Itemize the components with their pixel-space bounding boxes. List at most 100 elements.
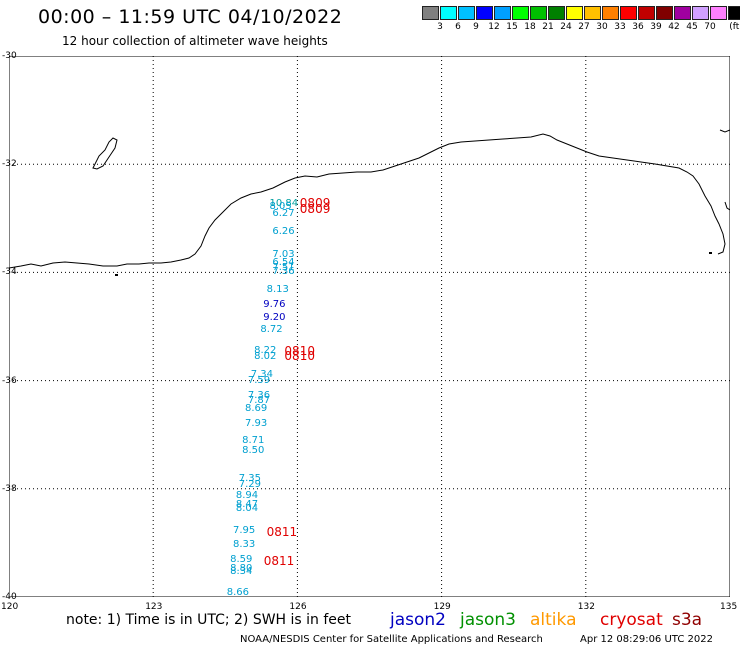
wave-height-value: 8.04 — [235, 503, 259, 515]
color-scale-label: 12 — [488, 22, 500, 32]
latitude-label: -30 — [2, 51, 17, 61]
coastline-east-2 — [724, 201, 730, 211]
color-scale-label: 70 — [704, 22, 716, 32]
generated-timestamp: Apr 12 08:29:06 UTC 2022 — [580, 634, 713, 645]
color-scale-label: 6 — [455, 22, 461, 32]
chart-title: 00:00 – 11:59 UTC 04/10/2022 — [38, 6, 343, 28]
color-swatch — [638, 6, 655, 20]
pass-time-label: 0811 — [263, 554, 295, 569]
longitude-label: 135 — [720, 602, 738, 612]
wave-height-value: 8.66 — [226, 586, 249, 598]
wave-height-value: 8.22 — [254, 344, 277, 356]
longitude-label: 123 — [145, 602, 163, 612]
coast-islet — [115, 274, 118, 276]
wave-height-value: 7.93 — [245, 417, 268, 429]
wave-height-value: 8.80 — [230, 562, 253, 574]
wave-height-value: 8.50 — [242, 444, 265, 456]
grid-lines — [9, 56, 730, 597]
color-scale-bar — [422, 6, 740, 20]
color-scale-label: 45 — [686, 22, 698, 32]
color-scale-unit: (ft) — [729, 22, 740, 32]
map-frame — [9, 56, 730, 597]
latitude-label: -38 — [2, 483, 17, 494]
wave-height-value: 7.03 — [272, 249, 295, 261]
wave-height-value: 8.02 — [254, 350, 277, 362]
coastline-main — [9, 133, 726, 269]
color-swatch — [674, 6, 691, 20]
color-swatch — [422, 6, 439, 20]
color-scale-label: 42 — [668, 22, 680, 32]
legend-s3a: s3a — [672, 610, 703, 630]
color-swatch — [458, 6, 475, 20]
wave-height-value: 7.36 — [247, 389, 271, 401]
wave-height-value: 8.69 — [245, 402, 268, 414]
color-scale-label: 21 — [542, 22, 554, 32]
wave-height-map — [9, 56, 730, 597]
color-swatch — [692, 6, 709, 20]
longitude-label: 120 — [1, 602, 19, 612]
wave-height-value: 8.13 — [266, 283, 289, 295]
legend-cryosat: cryosat — [600, 610, 663, 630]
color-swatch — [566, 6, 583, 20]
longitude-label: 132 — [577, 602, 595, 612]
coastline-island — [92, 137, 118, 170]
color-swatch — [584, 6, 601, 20]
coast-islet — [709, 252, 712, 254]
wave-height-value: 7.36 — [272, 265, 295, 277]
longitude-label: 129 — [433, 602, 451, 612]
color-swatch — [476, 6, 493, 20]
wave-height-value: 8.33 — [232, 538, 256, 550]
color-scale-label: 36 — [632, 22, 644, 32]
latitude-label: -40 — [2, 592, 17, 602]
longitude-label: 126 — [289, 602, 307, 612]
wave-height-value: 7.29 — [238, 479, 262, 490]
legend-jason3: jason3 — [460, 610, 516, 630]
color-swatch — [512, 6, 529, 20]
color-scale-label: 24 — [560, 22, 572, 32]
legend-altika: altika — [530, 610, 577, 630]
color-swatch — [728, 6, 740, 20]
pass-time-label: 0809 — [299, 201, 331, 216]
wave-height-value: 7.35 — [238, 473, 262, 485]
color-swatch — [548, 6, 565, 20]
color-scale-label: 15 — [506, 22, 518, 32]
color-scale-label: 3 — [437, 22, 443, 32]
wave-height-value: 7.34 — [250, 369, 274, 381]
wave-height-value: 9.20 — [263, 312, 286, 324]
wave-height-value: 6.27 — [272, 207, 295, 219]
latitude-label: -32 — [2, 159, 17, 170]
color-swatch — [440, 6, 457, 20]
wave-height-value: 7.51 — [272, 262, 295, 274]
chart-subtitle: 12 hour collection of altimeter wave hei… — [62, 34, 328, 48]
latitude-label: -34 — [2, 267, 17, 278]
color-swatch — [656, 6, 673, 20]
wave-height-value: 7.95 — [232, 524, 256, 536]
color-scale-label: 33 — [614, 22, 626, 32]
credit-text: NOAA/NESDIS Center for Satellite Applica… — [240, 634, 543, 645]
wave-height-value: 6.26 — [272, 225, 295, 237]
wave-height-value: 10.84 — [269, 197, 299, 209]
wave-height-value: 8.94 — [235, 490, 259, 502]
pass-time-label: 0810 — [284, 343, 315, 358]
wave-height-value: 8.72 — [260, 324, 283, 336]
wave-height-value: 7.87 — [247, 395, 271, 407]
latitude-label: -36 — [2, 375, 17, 386]
color-swatch — [602, 6, 619, 20]
pass-time-label: 0811 — [266, 525, 298, 540]
wave-height-value: 6.54 — [272, 257, 295, 269]
wave-height-value: 8.05 — [269, 201, 292, 213]
color-scale-label: 18 — [524, 22, 536, 32]
color-scale-label: 30 — [596, 22, 608, 32]
legend-jason2: jason2 — [390, 610, 446, 630]
pass-time-label: 0810 — [284, 349, 315, 364]
color-swatch — [494, 6, 511, 20]
wave-height-value: 8.47 — [235, 499, 259, 511]
pass-time-label: 0809 — [299, 196, 331, 211]
wave-height-value: 8.59 — [230, 554, 253, 566]
wave-height-value: 8.71 — [242, 435, 265, 447]
color-swatch — [530, 6, 547, 20]
color-scale-label: 27 — [578, 22, 590, 32]
color-scale-label: 39 — [650, 22, 662, 32]
color-swatch — [710, 6, 727, 20]
footnote: note: 1) Time is in UTC; 2) SWH is in fe… — [66, 612, 352, 628]
